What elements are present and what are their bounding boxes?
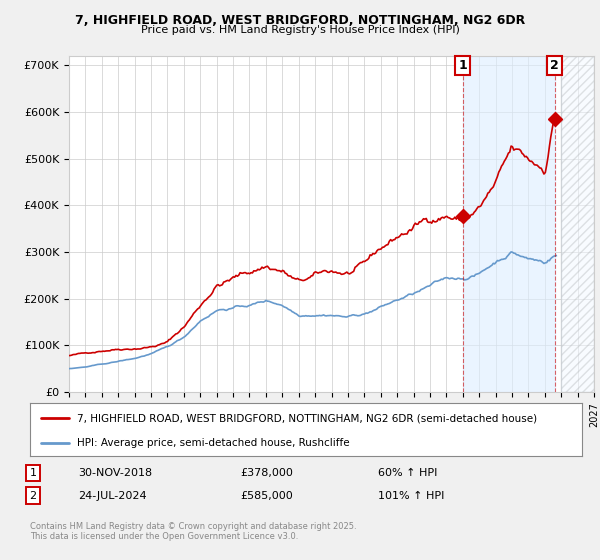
Text: 2: 2 — [29, 491, 37, 501]
Text: £585,000: £585,000 — [240, 491, 293, 501]
Text: Contains HM Land Registry data © Crown copyright and database right 2025.
This d: Contains HM Land Registry data © Crown c… — [30, 522, 356, 542]
Text: 7, HIGHFIELD ROAD, WEST BRIDGFORD, NOTTINGHAM, NG2 6DR (semi-detached house): 7, HIGHFIELD ROAD, WEST BRIDGFORD, NOTTI… — [77, 413, 537, 423]
Text: £378,000: £378,000 — [240, 468, 293, 478]
Text: 1: 1 — [458, 59, 467, 72]
Text: 24-JUL-2024: 24-JUL-2024 — [78, 491, 146, 501]
Text: 7, HIGHFIELD ROAD, WEST BRIDGFORD, NOTTINGHAM, NG2 6DR: 7, HIGHFIELD ROAD, WEST BRIDGFORD, NOTTI… — [75, 14, 525, 27]
Bar — [561, 56, 594, 392]
Text: 60% ↑ HPI: 60% ↑ HPI — [378, 468, 437, 478]
Text: 2: 2 — [550, 59, 559, 72]
Bar — [561, 56, 594, 392]
Text: Price paid vs. HM Land Registry's House Price Index (HPI): Price paid vs. HM Land Registry's House … — [140, 25, 460, 35]
Text: 1: 1 — [29, 468, 37, 478]
Text: HPI: Average price, semi-detached house, Rushcliffe: HPI: Average price, semi-detached house,… — [77, 438, 350, 448]
Text: 30-NOV-2018: 30-NOV-2018 — [78, 468, 152, 478]
Bar — [463, 56, 554, 392]
Text: 101% ↑ HPI: 101% ↑ HPI — [378, 491, 445, 501]
